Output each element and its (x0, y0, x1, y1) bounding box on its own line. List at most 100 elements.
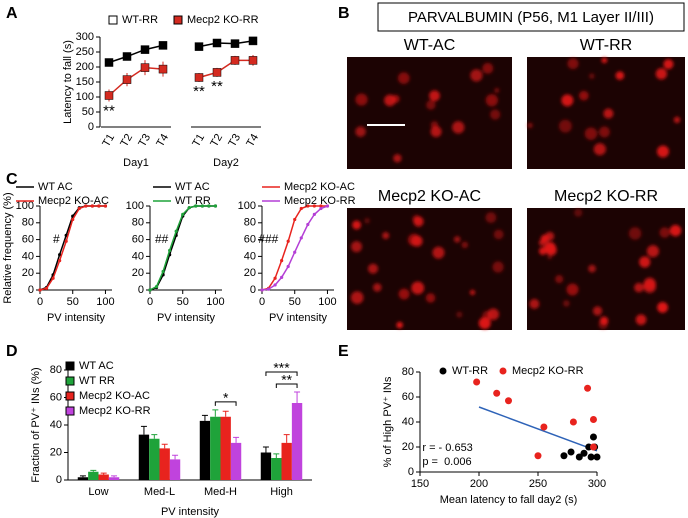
data-point (187, 206, 191, 210)
y-tick-label: 40 (402, 416, 414, 428)
x-tick-label: Med-H (204, 486, 237, 498)
x-axis-label: Mean latency to fall day2 (s) (440, 494, 578, 506)
data-point (266, 287, 271, 291)
cell (393, 154, 402, 163)
legend-label: WT RR (175, 195, 211, 207)
data-point (158, 64, 168, 74)
y-tick-label: 50 (82, 106, 94, 118)
data-point (122, 52, 132, 61)
panel-letter: C (6, 171, 18, 188)
cell (593, 143, 606, 156)
x-tick-label: 100 (96, 296, 114, 308)
cells (355, 62, 501, 163)
legend-label: WT AC (175, 181, 210, 193)
legend-label: Mecp2 KO-RR (512, 365, 584, 377)
y-tick-label: 300 (76, 31, 94, 43)
data-point (306, 204, 310, 208)
legend-label: WT RR (79, 375, 115, 387)
y-tick-label: 20 (132, 267, 144, 279)
cell (555, 275, 564, 284)
data-point (90, 204, 94, 208)
data-point (77, 206, 81, 211)
cell (430, 126, 442, 138)
x-tick-label: 100 (206, 296, 224, 308)
data-point (587, 453, 595, 461)
cell (364, 217, 370, 224)
data-point (174, 229, 178, 233)
significance-bracket (265, 371, 298, 376)
x-tick-label: 0 (147, 296, 153, 308)
cell (397, 72, 410, 85)
x-tick-label: 0 (259, 296, 265, 308)
cell (352, 220, 362, 230)
legend-label: Mecp2 KO-RR (284, 195, 356, 207)
data-point (293, 250, 297, 254)
significance-bracket (275, 383, 298, 388)
legend-marker (65, 361, 75, 371)
cell (432, 246, 445, 259)
trend-line (478, 406, 598, 452)
data-point (593, 453, 601, 461)
legend-label: Mecp2 KO-AC (38, 195, 109, 207)
significance: # (53, 232, 60, 246)
cell (656, 145, 670, 158)
cell (492, 261, 504, 273)
cell (598, 126, 610, 138)
cell (411, 281, 425, 295)
y-tick-label: 0 (408, 466, 414, 478)
data-point (584, 384, 592, 392)
cell (601, 57, 608, 64)
legend-label: Mecp2 KO-RR (187, 14, 259, 26)
y-axis-label: Fraction of PV⁺ INs (%) (30, 367, 42, 482)
significance: ## (155, 232, 169, 246)
y-tick-label: 40 (50, 419, 62, 431)
data-point (104, 58, 114, 67)
panel-letter: E (338, 343, 349, 360)
bar (149, 438, 160, 480)
cell (558, 119, 572, 133)
bar (210, 416, 221, 480)
legend-label: WT AC (38, 181, 73, 193)
cell (493, 229, 504, 240)
bar (77, 477, 89, 480)
y-axis-label: Latency to fall (s) (62, 40, 74, 124)
data-point (181, 212, 185, 216)
data-point (299, 206, 303, 211)
y-tick-label: 100 (126, 200, 144, 212)
cell (657, 301, 669, 313)
x-tick-label: T1 (190, 132, 207, 149)
cell (574, 208, 583, 217)
data-point (580, 449, 588, 457)
legend-marker (65, 391, 75, 401)
x-tick-label: 50 (289, 296, 301, 308)
cell (470, 69, 483, 82)
y-tick-label: 60 (132, 234, 144, 246)
cell (489, 109, 501, 120)
data-point (560, 452, 568, 460)
y-tick-label: 100 (76, 91, 94, 103)
data-point (260, 288, 264, 292)
cell (485, 94, 499, 107)
x-tick-label: 100 (318, 296, 336, 308)
legend-label: WT AC (79, 360, 114, 372)
cell (425, 293, 436, 303)
data-point (158, 41, 168, 50)
cell (350, 291, 364, 304)
legend-marker (499, 367, 507, 375)
cell (566, 283, 579, 296)
x-tick-label: T4 (154, 132, 171, 149)
micrograph (347, 57, 512, 169)
significance: ** (103, 102, 115, 119)
y-tick-label: 100 (16, 200, 34, 212)
cell (453, 236, 461, 243)
data-point (273, 276, 277, 280)
image-label: Mecp2 KO-RR (554, 188, 658, 205)
data-point (534, 452, 542, 460)
data-point (589, 433, 597, 441)
bar (159, 448, 170, 480)
data-point (473, 378, 481, 386)
x-tick-label: 250 (529, 478, 547, 490)
y-axis-label: % of High PV⁺ INs (382, 376, 394, 467)
y-tick-label: 80 (402, 366, 414, 378)
